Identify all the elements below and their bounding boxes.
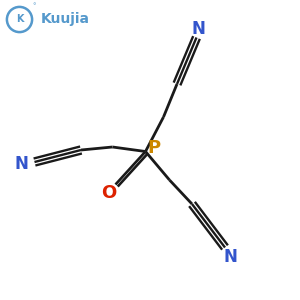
Text: K: K — [16, 14, 23, 25]
Text: Kuujia: Kuujia — [41, 13, 90, 26]
Text: O: O — [101, 184, 116, 202]
Text: N: N — [191, 20, 205, 38]
Text: N: N — [224, 248, 237, 266]
Text: P: P — [147, 139, 161, 157]
Text: °: ° — [33, 4, 36, 10]
Text: N: N — [15, 155, 28, 173]
